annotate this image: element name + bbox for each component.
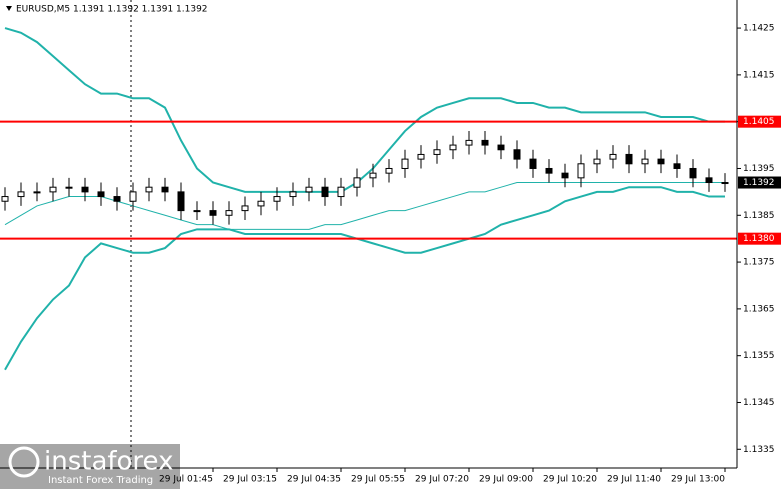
band-line [4, 27, 725, 193]
x-tick-label: 29 Jul 13:00 [671, 475, 725, 485]
candle-body [81, 186, 89, 193]
candle-body [193, 210, 201, 213]
candle-body [721, 182, 729, 185]
chart-title: EURUSD,M5 1.1391 1.1392 1.1391 1.1392 [16, 5, 208, 15]
candle-body [609, 153, 617, 160]
watermark-bg [0, 444, 180, 489]
x-tick-label: 29 Jul 10:20 [543, 475, 597, 485]
x-tick-label: 29 Jul 04:35 [287, 475, 341, 485]
y-tick-label: 1.1345 [743, 398, 775, 408]
x-tick-label: 29 Jul 07:20 [415, 475, 469, 485]
watermark-brand: instaforex [44, 447, 173, 477]
y-tick-label: 1.1335 [743, 445, 775, 455]
y-tick-label: 1.1365 [743, 304, 775, 314]
band-line [4, 186, 725, 371]
candle-body [577, 163, 585, 179]
candle-body [385, 167, 393, 174]
candle-body [289, 191, 297, 198]
x-tick-label: 29 Jul 09:00 [479, 475, 533, 485]
candle-body [673, 163, 681, 169]
level-label-bg [738, 115, 781, 128]
y-tick-label: 1.1355 [743, 351, 775, 361]
candle-body [33, 191, 41, 194]
y-tick-label: 1.1375 [743, 258, 775, 268]
candle-body [417, 153, 425, 160]
x-tick-label: 29 Jul 11:40 [607, 475, 661, 485]
y-tick-label: 1.1415 [743, 70, 775, 80]
current-price-bg [738, 176, 781, 189]
candle-body [65, 186, 73, 189]
candle-body [481, 139, 489, 146]
x-tick-label: 29 Jul 01:45 [159, 475, 213, 485]
candle-body [641, 158, 649, 165]
level-label: 1.1405 [743, 117, 775, 127]
candle-body [561, 172, 569, 179]
candle-body [97, 191, 105, 198]
candle-body [353, 177, 361, 188]
candle-body [689, 167, 697, 179]
candle-body [145, 186, 153, 193]
candle-body [305, 186, 313, 193]
candle-body [545, 167, 553, 174]
candle-body [161, 186, 169, 193]
candle-body [241, 205, 249, 212]
current-price-label: 1.1392 [743, 178, 775, 188]
level-label-bg [738, 232, 781, 245]
plot [1, 27, 729, 371]
candle-body [449, 144, 457, 151]
watermark: instaforex Instant Forex Trading [0, 444, 180, 489]
x-tick-label: 29 Jul 05:55 [351, 475, 405, 485]
candle-body [497, 144, 505, 151]
y-tick-label: 1.1385 [743, 211, 775, 221]
candle-body [225, 210, 233, 216]
candle-body [657, 158, 665, 165]
band-line [4, 182, 725, 230]
candle-body [513, 149, 521, 160]
y-tick-label: 1.1425 [743, 24, 775, 34]
candle-body [465, 139, 473, 146]
menu-arrow [6, 6, 12, 11]
x-tick-label: 29 Jul 03:15 [223, 475, 277, 485]
candle-body [17, 191, 25, 198]
candle-body [337, 186, 345, 198]
candle-body [593, 158, 601, 165]
candle-body [209, 210, 217, 216]
y-tick-label: 1.1395 [743, 164, 775, 174]
watermark-tagline: Instant Forex Trading [48, 475, 153, 486]
candle-body [433, 149, 441, 155]
candle-body [369, 172, 377, 179]
candle-body [401, 158, 409, 169]
level-label: 1.1380 [743, 234, 775, 244]
candle-body [257, 200, 265, 207]
candle-body [177, 191, 185, 212]
candle-body [1, 196, 9, 202]
candle-body [113, 196, 121, 202]
candle-body [529, 158, 537, 169]
candle-body [273, 196, 281, 202]
candle-body [705, 177, 713, 184]
candle-body [321, 186, 329, 198]
watermark-logo [8, 446, 40, 478]
candle-body [49, 186, 57, 193]
candle-body [625, 153, 633, 165]
candle-body [129, 191, 137, 202]
